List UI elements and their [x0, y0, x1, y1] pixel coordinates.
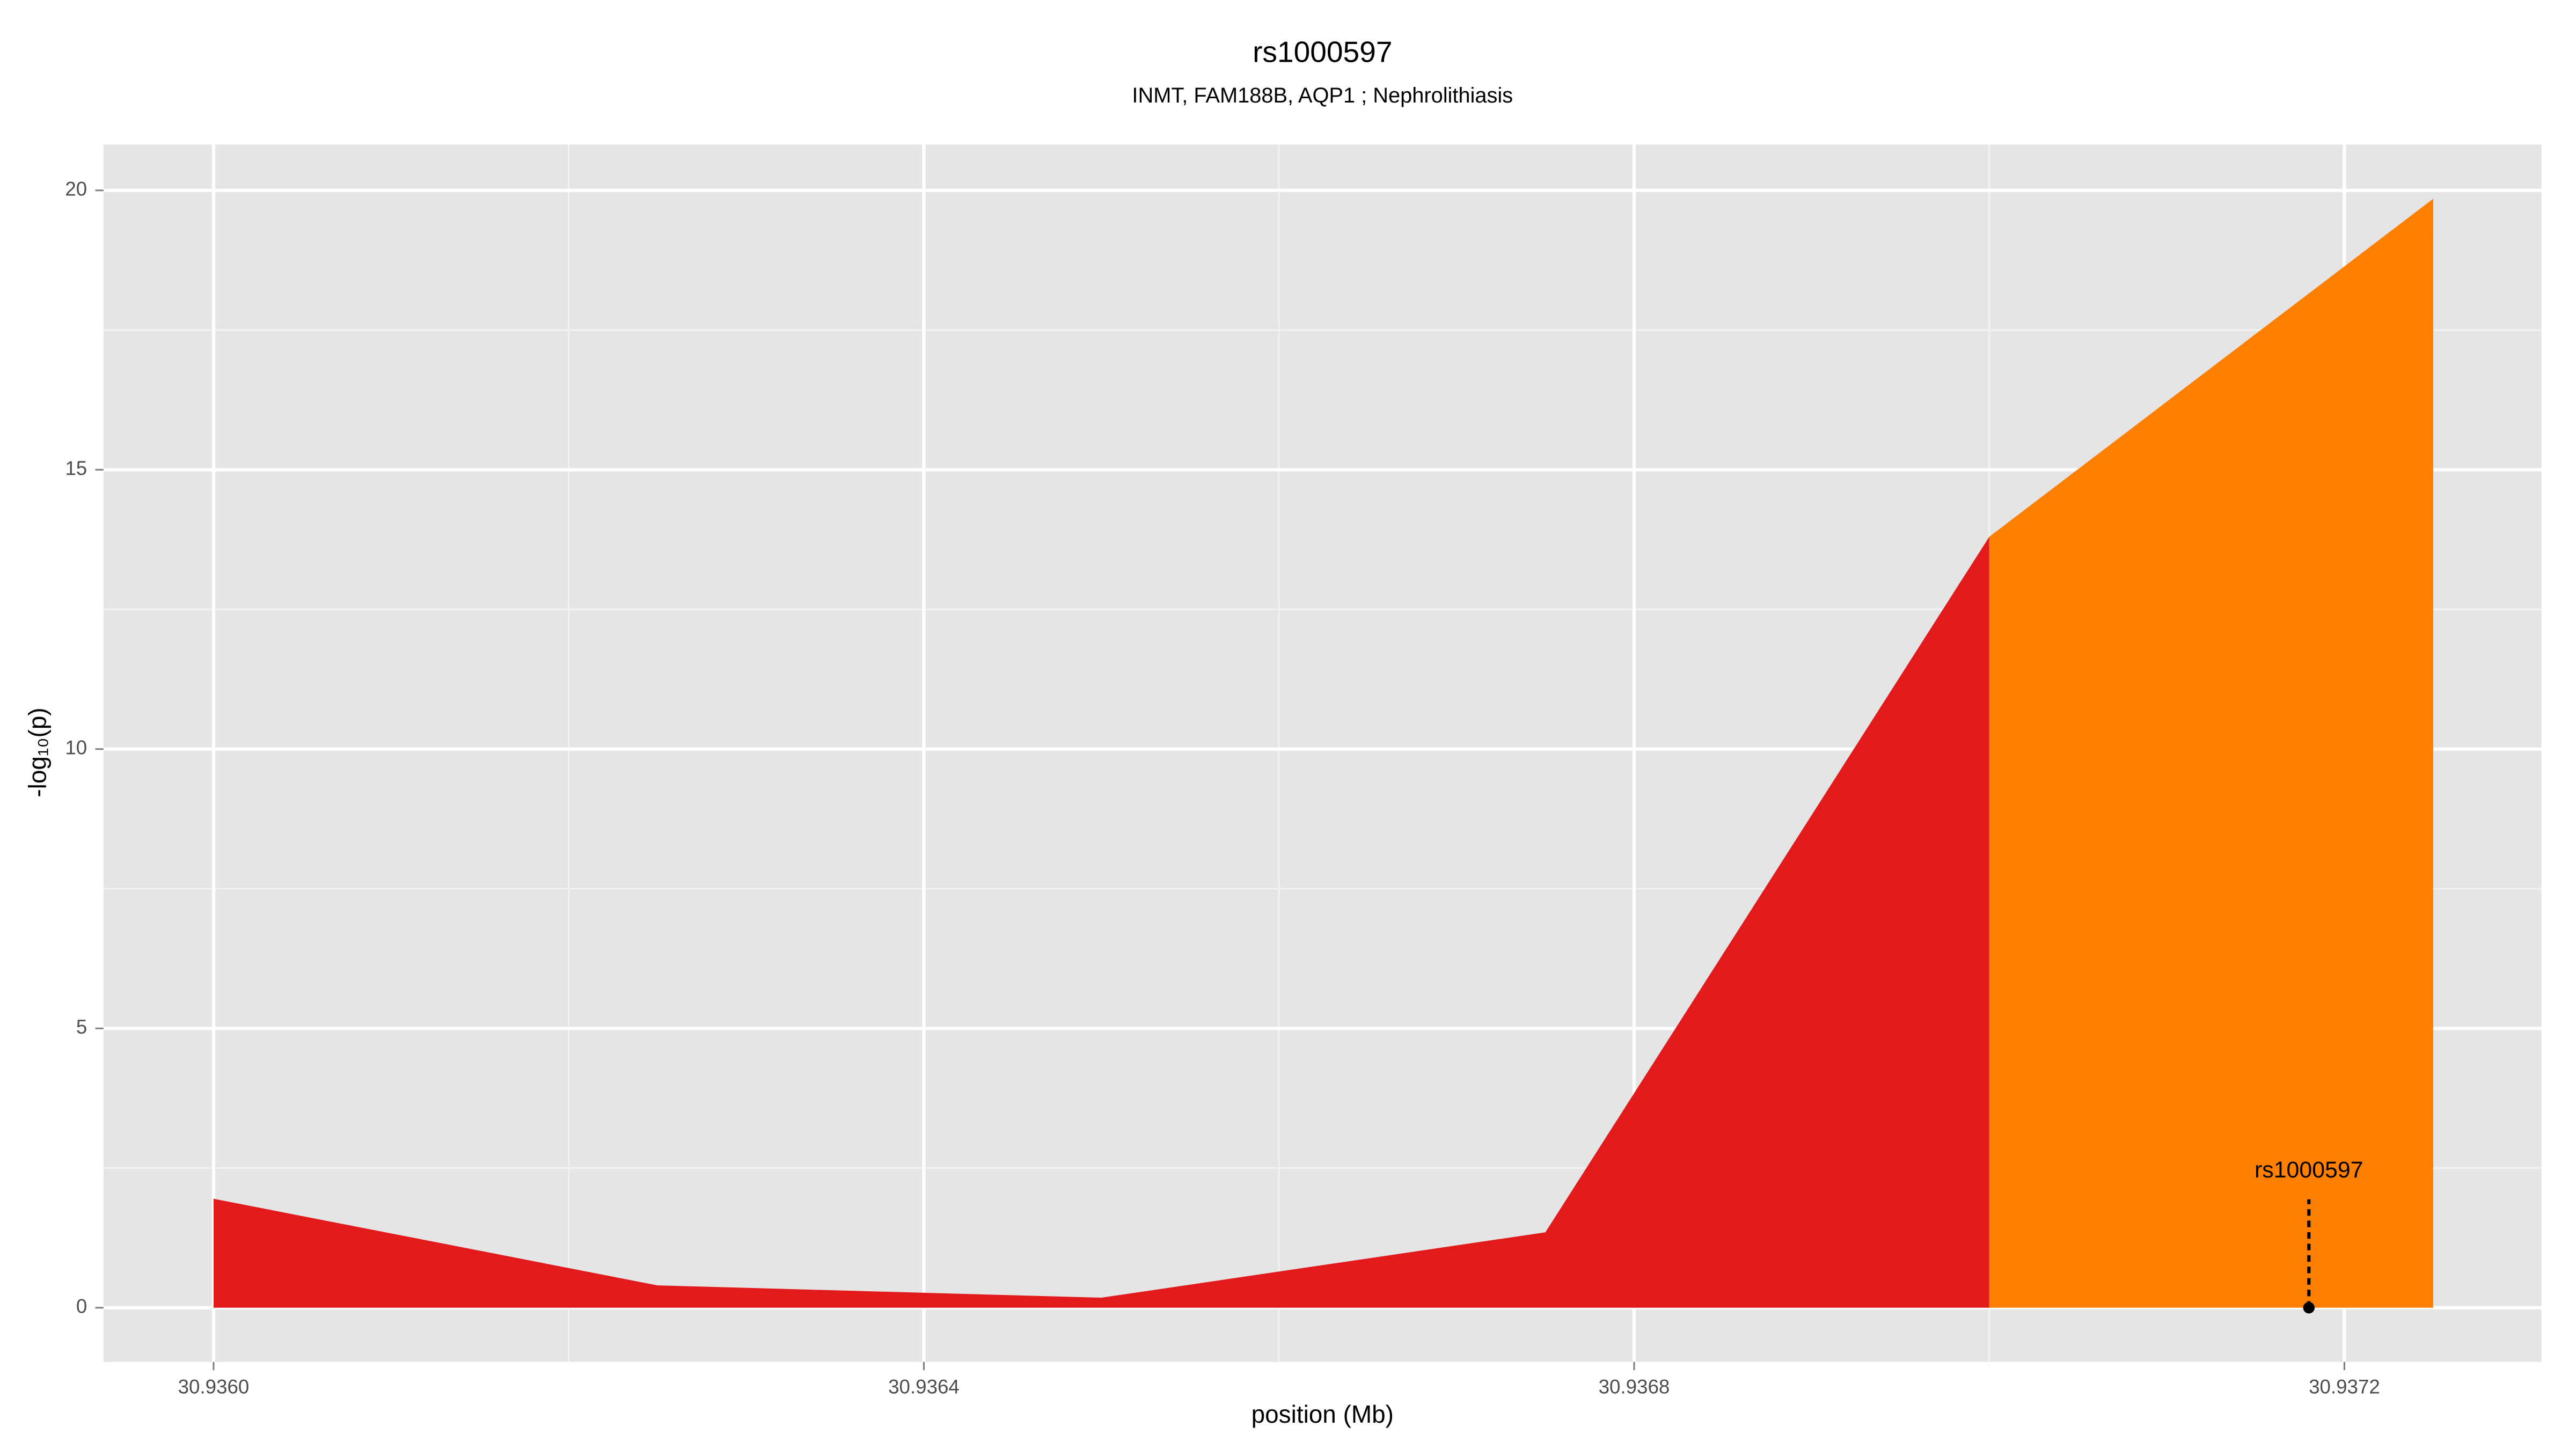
annotation-point	[2303, 1302, 2315, 1314]
x-axis-title: position (Mb)	[1252, 1400, 1394, 1428]
y-tick-label: 20	[65, 178, 87, 200]
y-tick-label: 0	[76, 1295, 87, 1317]
y-tick-label: 5	[76, 1016, 87, 1038]
chart-subtitle: INMT, FAM188B, AQP1 ; Nephrolithiasis	[1132, 84, 1513, 107]
annotation-label: rs1000597	[2255, 1157, 2363, 1183]
area	[213, 537, 1989, 1308]
area	[1989, 199, 2433, 1308]
y-axis-title: -log₁₀(p)	[24, 707, 52, 797]
chart-title: rs1000597	[1253, 35, 1392, 69]
x-tick-label: 30.9372	[2309, 1375, 2380, 1397]
y-tick-label: 15	[65, 457, 87, 479]
x-tick-label: 30.9364	[888, 1375, 960, 1397]
x-tick-label: 30.9368	[1599, 1375, 1670, 1397]
x-tick-label: 30.9360	[178, 1375, 250, 1397]
y-tick-label: 10	[65, 736, 87, 758]
